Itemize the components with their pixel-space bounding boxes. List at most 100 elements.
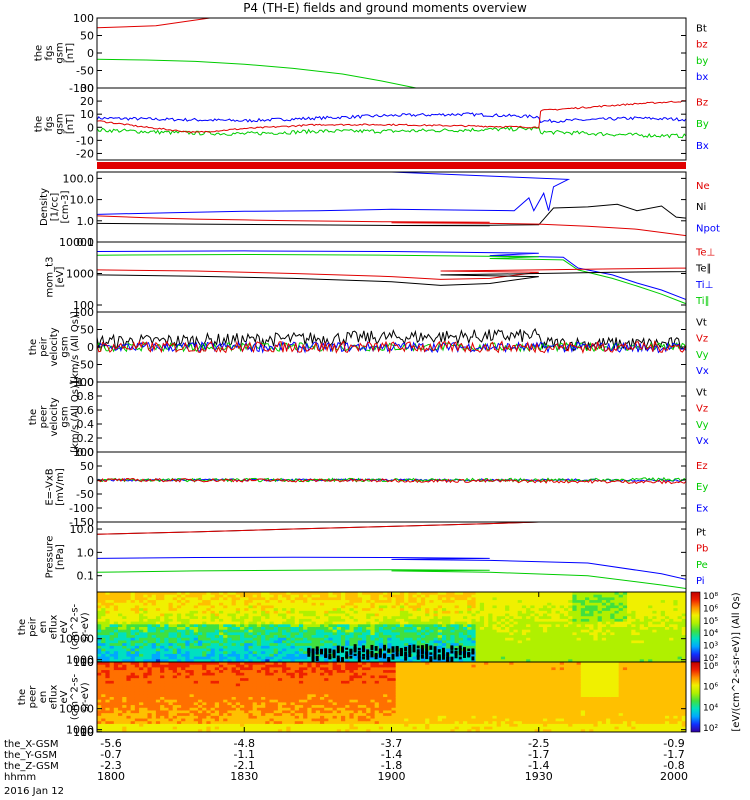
heatmap-cell [189,600,195,604]
heatmap-cell [530,640,536,644]
heatmap-cell [269,608,275,612]
heatmap-cell [639,608,645,612]
heatmap-cell [189,608,195,612]
heatmap-gap [328,656,332,660]
heatmap-cell [652,610,658,615]
heatmap-cell [521,651,527,655]
heatmap-cell [206,648,212,652]
heatmap-cell [160,702,165,706]
heatmap-cell [113,691,119,695]
heatmap-cell [256,616,262,620]
heatmap-cell [130,605,136,609]
heatmap-cell [97,643,102,647]
heatmap-cell [101,629,107,633]
heatmap-cell [610,602,616,607]
heatmap-cell [176,710,182,714]
heatmap-gap [315,646,319,651]
heatmap-cell [176,627,182,631]
heatmap-cell [118,621,123,625]
heatmap-cell [176,629,182,633]
heatmap-cell [206,705,212,709]
heatmap-cell [139,699,144,703]
heatmap-cell [399,656,405,660]
heatmap-cell [500,600,506,604]
heatmap-cell [160,629,165,633]
heatmap-cell [450,608,456,612]
heatmap-cell [139,624,144,628]
heatmap-cell [130,613,136,617]
heatmap-cell [277,651,283,655]
heatmap-cell [479,627,485,631]
heatmap-cell [391,635,397,639]
heatmap-cell [227,656,233,660]
heatmap-cell [109,656,115,660]
heatmap-cell [118,678,123,682]
heatmap-cell [441,608,447,612]
heatmap-cell [168,683,174,687]
heatmap-cell [193,637,199,642]
heatmap-cell [151,659,157,662]
heatmap-cell [113,707,119,712]
ytick-label: 100 [73,306,94,319]
heatmap-cell [395,621,401,625]
heatmap-cell [206,643,212,647]
heatmap-cell [677,640,683,644]
heatmap-cell [408,640,414,644]
heatmap-cell [521,656,527,660]
heatmap-cell [458,659,464,662]
legend-Ne: Ne [696,181,710,192]
heatmap-cell [341,621,346,625]
heatmap-cell [656,635,662,639]
heatmap-cell [206,610,212,615]
heatmap-cell [332,610,338,615]
heatmap-cell [282,618,287,623]
heatmap-cell [610,605,616,609]
heatmap-cell [227,729,233,732]
heatmap-cell [109,672,115,677]
heatmap-cell [164,648,170,652]
heatmap-cell [387,629,393,633]
heatmap-cell [585,651,590,655]
heatmap-cell [660,635,666,639]
heatmap-cell [446,597,451,601]
heatmap-cell [547,592,552,596]
heatmap-cell [252,624,258,628]
heatmap-cell [627,656,632,660]
heatmap-cell [172,688,178,693]
heatmap-cell [664,605,670,609]
heatmap-cell [471,618,477,623]
heatmap-cell [479,602,485,607]
heatmap-cell [383,602,388,607]
heatmap-cell [160,659,165,662]
heatmap-cell [576,592,582,596]
legend-Te∥: Te∥ [695,264,712,275]
heatmap-cell [488,632,494,636]
heatmap-cell [172,683,178,687]
heatmap-cell [366,613,372,617]
heatmap-cell [185,664,191,668]
heatmap-cell [408,594,414,598]
heatmap-cell [231,678,237,682]
heatmap-cell [534,629,540,633]
heatmap-cell [273,616,279,620]
heatmap-cell [362,597,367,601]
heatmap-cell [681,645,686,650]
heatmap-cell [404,632,409,636]
heatmap-cell [282,600,287,604]
heatmap-cell [606,608,611,612]
heatmap-cell [572,610,578,615]
heatmap-cell [235,597,241,601]
heatmap-cell [492,659,498,662]
heatmap-cell [669,640,674,644]
heatmap-cell [164,640,170,644]
heatmap-cell [601,632,607,636]
heatmap-cell [412,624,418,628]
heatmap-cell [681,592,686,596]
heatmap-cell [593,600,599,604]
heatmap-cell [235,662,241,666]
heatmap-cell [606,602,611,607]
heatmap-cell [303,616,308,620]
heatmap-cell [189,688,195,693]
heatmap-cell [101,715,107,720]
